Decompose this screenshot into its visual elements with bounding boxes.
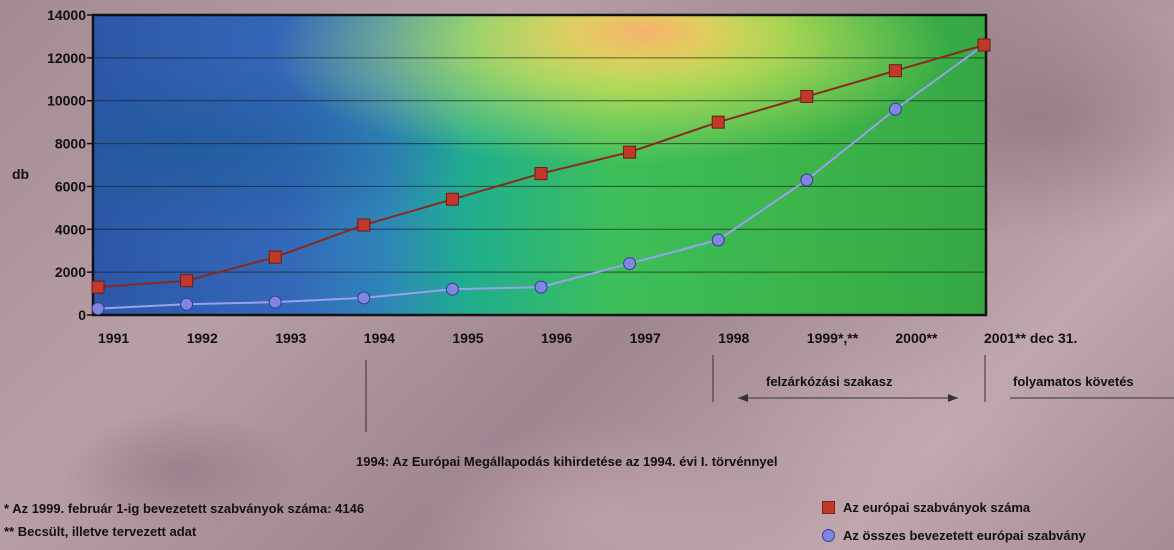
event-note: 1994: Az Európai Megállapodás kihirdetés…: [356, 454, 778, 469]
y-tick-label: 0: [78, 307, 86, 323]
data-point-square: [357, 218, 371, 232]
y-axis-label: db: [12, 166, 30, 182]
data-point-circle: [180, 297, 194, 311]
circle-marker-icon: [822, 529, 835, 542]
footnote-1: * Az 1999. február 1-ig bevezetett szabv…: [4, 501, 365, 516]
x-tick-label: 2001** dec 31.: [984, 330, 1077, 346]
data-point-square: [711, 115, 725, 129]
x-tick-label: 1998: [718, 330, 749, 346]
y-tick-label: 6000: [55, 178, 86, 194]
footnote-2: ** Becsült, illetve tervezett adat: [4, 524, 197, 539]
data-point-circle: [623, 257, 637, 271]
data-point-circle: [800, 173, 814, 187]
legend-label: Az összes bevezetett európai szabvány: [843, 528, 1086, 543]
x-tick-label: 1991: [98, 330, 129, 346]
data-point-circle: [268, 295, 282, 309]
x-tick-label: 1992: [187, 330, 218, 346]
y-tick-label: 8000: [55, 136, 86, 152]
data-point-square: [445, 192, 459, 206]
data-point-circle: [445, 282, 459, 296]
square-marker-icon: [822, 501, 835, 514]
legend-label: Az európai szabványok száma: [843, 500, 1031, 515]
data-point-circle: [711, 233, 725, 247]
x-tick-label: 1996: [541, 330, 572, 346]
x-tick-label: 1994: [364, 330, 395, 346]
y-tick-label: 12000: [47, 50, 86, 66]
x-tick-label: 2000**: [895, 330, 938, 346]
annotation-lines: [365, 355, 1174, 432]
catchup-arrow-left-head: [738, 394, 748, 402]
legend-item-european-standards: Az európai szabványok száma: [822, 500, 1030, 515]
y-tick-label: 4000: [55, 221, 86, 237]
data-point-square: [91, 280, 105, 294]
data-point-circle: [888, 102, 902, 116]
y-tick-label: 14000: [47, 7, 86, 23]
y-tick-label: 2000: [55, 264, 86, 280]
data-point-square: [623, 145, 637, 159]
grid-lines: [93, 57, 986, 273]
plot-frame: [91, 13, 988, 317]
data-point-circle: [534, 280, 548, 294]
x-tick-label: 1995: [452, 330, 483, 346]
series: [91, 38, 991, 316]
x-tick-label: 1997: [630, 330, 661, 346]
catchup-arrow-right-head: [948, 394, 958, 402]
data-point-square: [268, 250, 282, 264]
data-point-circle: [91, 302, 105, 316]
axes: 0 2000 4000 6000 8000 10000 12000 14000 1991 1992…: [47, 7, 1077, 346]
data-point-square: [888, 64, 902, 78]
data-point-square: [534, 167, 548, 181]
phase-catchup-label: felzárkózási szakasz: [766, 374, 893, 389]
data-point-square: [977, 38, 991, 52]
phase-following-label: folyamatos követés: [1013, 374, 1134, 389]
y-tick-label: 10000: [47, 93, 86, 109]
data-point-circle: [357, 291, 371, 305]
x-tick-label: 1993: [275, 330, 306, 346]
data-point-square: [180, 274, 194, 288]
x-tick-label: 1999*,**: [807, 330, 859, 346]
plot-background: [93, 15, 986, 315]
legend-item-all-introduced: Az összes bevezetett európai szabvány: [822, 528, 1086, 543]
data-point-square: [800, 89, 814, 103]
